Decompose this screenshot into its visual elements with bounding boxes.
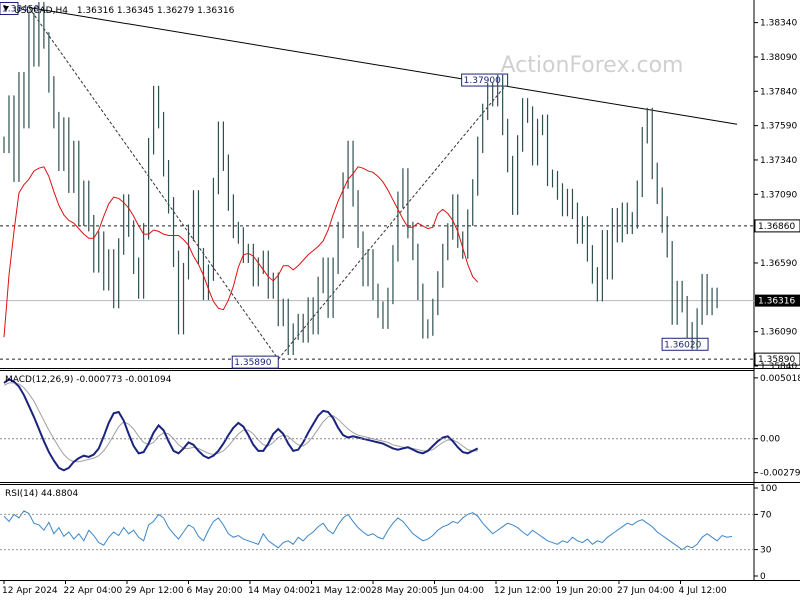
x-tick-label: 27 Jun 04:00 — [617, 586, 674, 596]
x-tick-label: 21 May 12:00 — [310, 586, 372, 596]
price-annotation-label: 1.38450 — [2, 4, 39, 14]
rsi-line — [3, 510, 733, 551]
macd-title: MACD(12,26,9) -0.000773 -0.001094 — [5, 375, 172, 385]
price-y-tick-label: 1.38340 — [760, 19, 797, 29]
macd-y-tick-label: 0.005018 — [760, 374, 800, 384]
current-price-box — [755, 294, 800, 307]
price-annotations: 1.36860 1.35890 1.36316 1.38450 1.37900 1.358… — [0, 1, 800, 369]
price-y-tick-label: 1.37090 — [760, 190, 797, 200]
rsi-panel-bg — [0, 484, 754, 580]
macd-y-tick-label: 0.00 — [760, 435, 780, 445]
collapse-arrow-icon[interactable] — [3, 6, 9, 11]
dotted-pattern-line — [28, 7, 279, 360]
price-y-tick-label: 1.35840 — [760, 362, 797, 372]
moving-average-line — [3, 166, 479, 338]
rsi-y-tick-label: 0 — [760, 572, 766, 582]
price-y-axis: 1.38340 1.38090 1.37840 1.37590 1.37340 1.370… — [754, 19, 797, 372]
macd-y-tick-label: -0.002795 — [760, 469, 800, 479]
price-y-tick-label: 1.38090 — [760, 53, 797, 63]
x-tick-label: 22 Apr 04:00 — [64, 586, 123, 596]
price-panel-bg — [0, 0, 754, 368]
price-y-tick-label: 1.36090 — [760, 328, 797, 338]
price-series — [3, 2, 718, 356]
price-y-tick-label: 1.37340 — [760, 156, 797, 166]
price-annotation-box — [0, 1, 19, 15]
x-tick-label: 29 Apr 12:00 — [125, 586, 184, 596]
dashed-level-box — [754, 219, 800, 233]
dashed-level-label: 1.35890 — [758, 355, 795, 365]
rsi-y-axis: 100 70 30 0 — [0, 484, 777, 582]
rsi-y-tick-label: 100 — [760, 484, 777, 494]
price-annotation-box — [461, 73, 509, 87]
price-annotation-label: 1.36020 — [664, 340, 701, 350]
chart-symbol: USDCAD,H4 — [14, 6, 68, 16]
macd-y-axis: 0.005018 0.00 -0.002795 — [0, 374, 800, 479]
dashed-level-box — [754, 352, 800, 366]
dashed-level-label: 1.36860 — [758, 222, 795, 232]
watermark: ActionForex.com — [501, 53, 684, 78]
macd-panel-bg — [0, 370, 754, 482]
price-y-tick-label: 1.37840 — [760, 87, 797, 97]
current-price-label: 1.36316 — [758, 297, 795, 307]
downtrend-line — [28, 7, 738, 125]
macd-signal-line — [3, 382, 478, 463]
x-tick-label: 19 Jun 20:00 — [556, 586, 613, 596]
rsi-title: RSI(14) 44.8804 — [5, 489, 78, 499]
rsi-y-tick-label: 30 — [760, 546, 772, 556]
chart-ohlc: 1.36316 1.36345 1.36279 1.36316 — [77, 6, 235, 16]
x-axis: 12 Apr 2024 22 Apr 04:00 29 Apr 12:00 6 May… — [2, 580, 727, 596]
price-annotation-label: 1.37900 — [464, 76, 501, 86]
price-annotation-label: 1.35890 — [234, 358, 271, 368]
chart-title: USDCAD,H4 1.36316 1.36345 1.36279 1.3631… — [14, 6, 235, 16]
x-tick-label: 4 Jul 12:00 — [679, 586, 728, 596]
x-tick-label: 28 May 20:00 — [371, 586, 433, 596]
rsi-y-tick-label: 70 — [760, 510, 772, 520]
price-annotation-box — [231, 355, 279, 369]
price-y-tick-label: 1.37590 — [760, 122, 797, 132]
rsi-series — [3, 510, 733, 551]
macd-series — [3, 378, 479, 472]
x-tick-label: 12 Jun 12:00 — [494, 586, 551, 596]
x-tick-label: 6 May 20:00 — [187, 586, 243, 596]
x-tick-label: 12 Apr 2024 — [2, 586, 58, 596]
macd-line — [3, 378, 479, 472]
x-tick-label: 5 Jun 04:00 — [433, 586, 485, 596]
x-tick-label: 14 May 04:00 — [248, 586, 310, 596]
price-y-tick-label: 1.36590 — [760, 259, 797, 269]
